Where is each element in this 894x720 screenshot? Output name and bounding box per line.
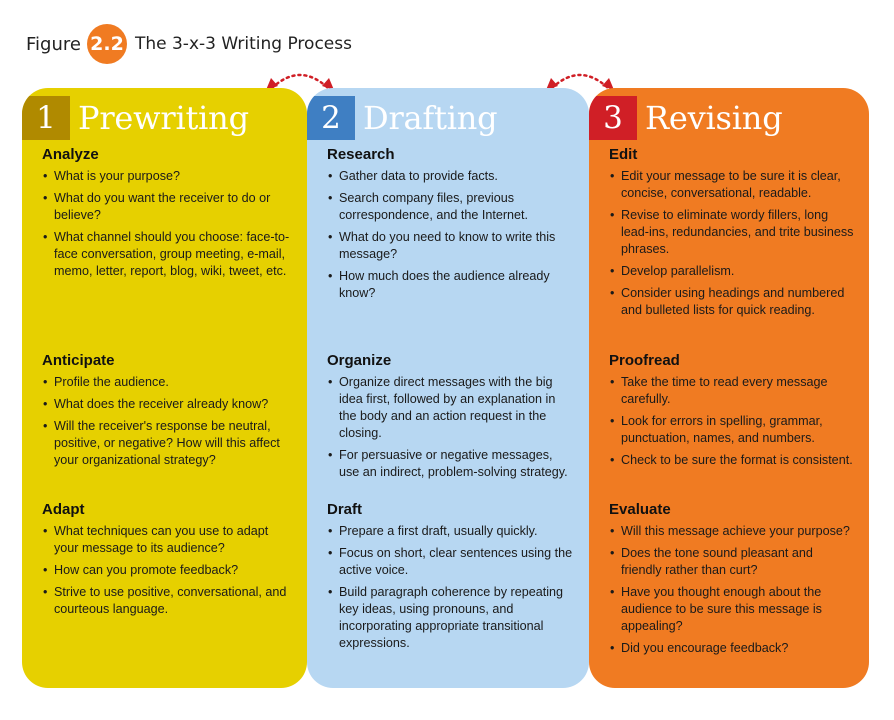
list-item: • Gather data to provide facts.	[328, 169, 498, 183]
list-item: • Edit your message to be sure it is clea…	[610, 169, 841, 200]
list-item: • Consider using headings and numbered an…	[610, 286, 845, 317]
section-organize: Organize • Organize direct messages with …	[327, 352, 575, 486]
list-item: • What does the receiver already know?	[43, 397, 269, 411]
section-title: Draft	[327, 501, 363, 518]
column-revising: 3 Revising Edit • Edit your message to be…	[589, 88, 869, 688]
figure-label: Figure	[26, 33, 81, 55]
list-item: • What do you want the receiver to do or …	[43, 191, 271, 222]
list-item: • Will the receiver's response be neutral…	[43, 419, 280, 467]
column-drafting: 2 Drafting Research • Gather data to prov…	[307, 88, 589, 688]
column-header: 3 Revising	[589, 96, 783, 140]
list-item: • Revise to eliminate wordy fillers, long…	[610, 208, 854, 256]
figure-title: The 3-x-3 Writing Process	[134, 34, 352, 54]
list-item: • Have you thought enough about the audie…	[610, 585, 822, 633]
list-item: • What techniques can you use to adapt yo…	[43, 524, 269, 555]
section-anticipate: Anticipate • Profile the audience. • What …	[42, 352, 293, 474]
list-item: • Take the time to read every message car…	[610, 375, 828, 406]
section-proofread: Proofread • Take the time to read every m…	[609, 352, 855, 474]
list-item: • Search company files, previous correspo…	[328, 191, 529, 222]
list-item: • Profile the audience.	[43, 375, 169, 389]
list-item: • For persuasive or negative messages, us…	[328, 448, 568, 479]
section-edit: Edit • Edit your message to be sure it is…	[609, 146, 855, 324]
section-title: Research	[327, 146, 395, 163]
section-draft: Draft • Prepare a first draft, usually qu…	[327, 501, 575, 657]
step-number: 2	[307, 96, 355, 140]
section-research: Research • Gather data to provide facts. …	[327, 146, 575, 307]
list-item: • Develop parallelism.	[610, 264, 735, 278]
column-header: 2 Drafting	[307, 96, 498, 140]
list-item: • What channel should you choose: face-to…	[43, 230, 290, 278]
list-item: • Does the tone sound pleasant and friend…	[610, 546, 813, 577]
step-number: 3	[589, 96, 637, 140]
section-title: Anticipate	[42, 352, 115, 369]
list-item: • Will this message achieve your purpose?	[610, 524, 850, 538]
step-number: 1	[22, 96, 70, 140]
figure-header: Figure 2.2 The 3-x-3 Writing Process	[26, 24, 352, 64]
section-title: Proofread	[609, 352, 680, 369]
section-title: Analyze	[42, 146, 99, 163]
section-title: Adapt	[42, 501, 85, 518]
column-title: Prewriting	[78, 99, 249, 137]
list-item: • Did you encourage feedback?	[610, 641, 789, 655]
section-adapt: Adapt • What techniques can you use to ad…	[42, 501, 293, 623]
column-header: 1 Prewriting	[22, 96, 249, 140]
section-title: Organize	[327, 352, 392, 369]
list-item: • What is your purpose?	[43, 169, 180, 183]
column-prewriting: 1 Prewriting Analyze • What is your purpo…	[22, 88, 307, 688]
list-item: • Check to be sure the format is consiste…	[610, 453, 853, 467]
list-item: • Organize direct messages with the big i…	[328, 375, 556, 440]
list-item: • Strive to use positive, conversational,…	[43, 585, 287, 616]
list-item: • Focus on short, clear sentences using t…	[328, 546, 573, 577]
cycle-arrow-icon	[266, 73, 334, 90]
list-item: • Look for errors in spelling, grammar, p…	[610, 414, 823, 445]
section-evaluate: Evaluate • Will this message achieve your…	[609, 501, 855, 662]
list-item: • How much does the audience already know…	[328, 269, 550, 300]
column-title: Drafting	[363, 99, 498, 137]
cycle-arrow-icon	[546, 73, 614, 90]
list-item: • What do you need to know to write this …	[328, 230, 556, 261]
column-title: Revising	[645, 99, 783, 137]
figure-number-badge: 2.2	[86, 24, 127, 64]
section-analyze: Analyze • What is your purpose? • What do …	[42, 146, 293, 285]
section-title: Edit	[609, 146, 638, 163]
list-item: • How can you promote feedback?	[43, 563, 239, 577]
section-title: Evaluate	[609, 501, 671, 518]
list-item: • Prepare a first draft, usually quickly.	[328, 524, 538, 538]
list-item: • Build paragraph coherence by repeating …	[328, 585, 564, 650]
